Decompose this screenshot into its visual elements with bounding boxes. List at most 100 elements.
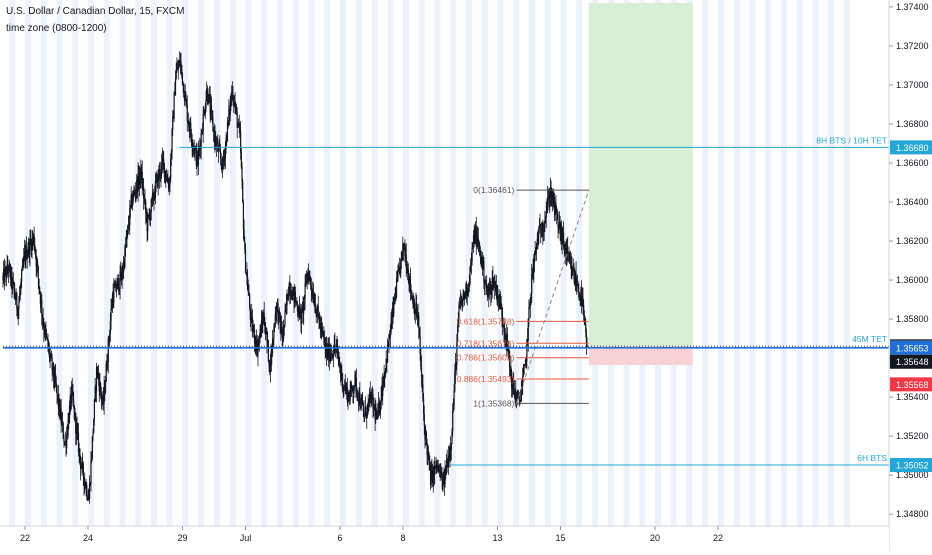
candle-body bbox=[29, 239, 31, 255]
candle-body bbox=[370, 395, 372, 405]
candle-body bbox=[37, 266, 39, 279]
candle-body bbox=[213, 130, 215, 143]
candle-body bbox=[52, 363, 54, 371]
candle-body bbox=[211, 110, 213, 118]
candle-body bbox=[174, 78, 177, 96]
candle-body bbox=[394, 295, 396, 301]
candle-body bbox=[69, 396, 71, 406]
session-band bbox=[308, 0, 315, 526]
candle-body bbox=[143, 186, 145, 199]
candle-body bbox=[583, 304, 585, 316]
candle-body bbox=[407, 269, 409, 274]
session-band bbox=[812, 0, 819, 526]
fib-level-label: 1(1.35368) bbox=[473, 398, 514, 408]
candle-body bbox=[487, 293, 489, 296]
candle-body bbox=[413, 302, 416, 315]
candle-body bbox=[366, 415, 368, 418]
session-band bbox=[481, 0, 488, 526]
session-band bbox=[56, 0, 63, 526]
candle-body bbox=[515, 391, 517, 401]
candle-body bbox=[131, 195, 133, 207]
candle-body bbox=[400, 258, 402, 274]
candle-body bbox=[365, 407, 367, 418]
price-tag-current: 1.35648 bbox=[896, 357, 929, 367]
candle-body bbox=[460, 300, 462, 304]
candle-body bbox=[276, 302, 278, 313]
candle-body bbox=[407, 269, 409, 280]
candle-body bbox=[513, 391, 515, 398]
candle-body bbox=[490, 290, 493, 295]
candle-body bbox=[416, 303, 418, 318]
candle-body bbox=[105, 363, 107, 382]
candle-body bbox=[477, 239, 479, 245]
candle-body bbox=[429, 464, 431, 466]
candle-body bbox=[25, 247, 27, 261]
candle-body bbox=[79, 448, 81, 458]
candle-body bbox=[358, 392, 360, 402]
candle-body bbox=[386, 344, 389, 363]
candle-body bbox=[233, 99, 235, 104]
candle-body bbox=[440, 471, 442, 478]
candle-body bbox=[420, 367, 423, 377]
candle-body bbox=[86, 485, 88, 498]
candle-body bbox=[119, 271, 121, 290]
candle-body bbox=[95, 387, 97, 392]
candle-body bbox=[48, 347, 50, 358]
candle-body bbox=[163, 159, 165, 163]
candle-body bbox=[185, 100, 188, 105]
fib-level-label: 0.786(1.35602) bbox=[457, 353, 515, 363]
candle-body bbox=[386, 358, 388, 363]
candle-body bbox=[468, 283, 470, 287]
candle-body bbox=[389, 332, 391, 338]
candle-body bbox=[163, 162, 166, 178]
candle-body bbox=[197, 152, 199, 166]
candle-body bbox=[512, 377, 514, 385]
candle-body bbox=[569, 257, 571, 264]
candle-body bbox=[149, 212, 152, 221]
candle-body bbox=[192, 145, 195, 147]
candle-body bbox=[574, 272, 576, 285]
candle-body bbox=[257, 346, 259, 356]
candle-body bbox=[12, 280, 14, 288]
candle-body bbox=[355, 377, 357, 393]
candle-body bbox=[359, 392, 361, 406]
candle-body bbox=[437, 465, 439, 470]
candle-body bbox=[334, 344, 336, 349]
candle-body bbox=[242, 202, 245, 230]
candle-body bbox=[475, 228, 477, 246]
candle-body bbox=[571, 267, 573, 275]
candle-body bbox=[77, 430, 79, 433]
candle-body bbox=[116, 289, 118, 291]
candle-body bbox=[540, 233, 543, 237]
candle-body bbox=[73, 400, 75, 406]
candle-body bbox=[202, 113, 204, 133]
candle-body bbox=[446, 460, 448, 466]
candle-body bbox=[433, 466, 435, 475]
candle-body bbox=[143, 198, 145, 200]
candle-body bbox=[55, 383, 57, 386]
candle-body bbox=[309, 275, 311, 278]
candle-body bbox=[456, 326, 459, 342]
candle-body bbox=[543, 223, 545, 232]
candle-body bbox=[502, 324, 504, 326]
candle-body bbox=[560, 224, 563, 244]
candle-body bbox=[37, 262, 39, 267]
candle-body bbox=[427, 451, 430, 455]
candle-body bbox=[61, 421, 63, 424]
candle-body bbox=[339, 366, 342, 373]
candle-body bbox=[326, 348, 328, 358]
candle-body bbox=[541, 233, 543, 237]
candle-body bbox=[252, 330, 254, 333]
candle-body bbox=[118, 289, 120, 292]
candle-body bbox=[70, 396, 72, 404]
candle-body bbox=[253, 328, 255, 331]
candle-body bbox=[244, 241, 246, 250]
candle-body bbox=[325, 345, 328, 358]
candle-body bbox=[363, 410, 365, 417]
candle-body bbox=[414, 312, 416, 315]
candle-body bbox=[189, 122, 191, 132]
candle-body bbox=[47, 339, 49, 348]
session-band bbox=[702, 0, 709, 526]
